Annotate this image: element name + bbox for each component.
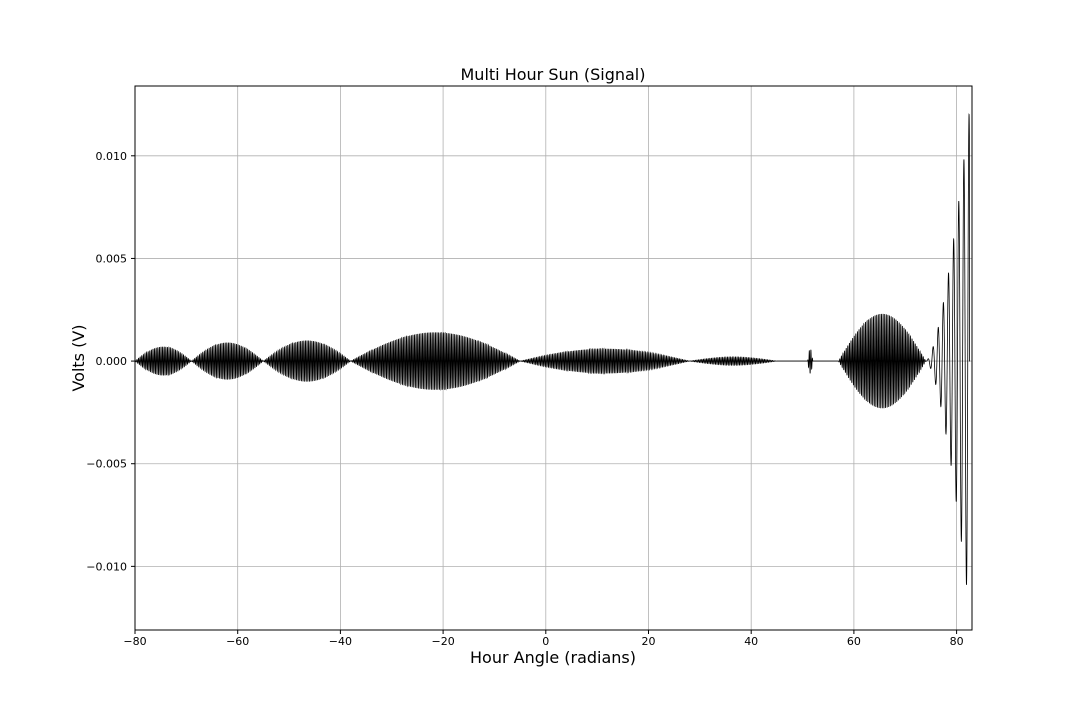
y-tick-label: 0.005 bbox=[96, 252, 128, 265]
y-tick-label: 0.010 bbox=[96, 150, 128, 163]
chart-title: Multi Hour Sun (Signal) bbox=[461, 65, 646, 84]
x-tick-label: −80 bbox=[123, 635, 146, 648]
x-tick-label: 40 bbox=[744, 635, 758, 648]
y-tick-label: −0.005 bbox=[86, 458, 127, 471]
signal-line bbox=[134, 113, 970, 585]
y-tick-label: −0.010 bbox=[86, 560, 127, 573]
y-axis-label: Volts (V) bbox=[69, 324, 88, 391]
x-axis: −80 −60 −40 −20 0 20 40 60 80 bbox=[123, 630, 964, 648]
x-tick-label: 60 bbox=[847, 635, 861, 648]
x-tick-label: 0 bbox=[542, 635, 549, 648]
y-tick-label: 0.000 bbox=[96, 355, 128, 368]
x-tick-label: 20 bbox=[641, 635, 655, 648]
x-tick-label: −40 bbox=[329, 635, 352, 648]
signal-series bbox=[134, 113, 970, 585]
x-tick-label: 80 bbox=[950, 635, 964, 648]
plot-frame bbox=[134, 85, 973, 631]
x-axis-label: Hour Angle (radians) bbox=[470, 648, 636, 667]
y-axis: −0.010 −0.005 0.000 0.005 0.010 bbox=[86, 150, 135, 573]
x-tick-label: −60 bbox=[226, 635, 249, 648]
x-tick-label: −20 bbox=[431, 635, 454, 648]
